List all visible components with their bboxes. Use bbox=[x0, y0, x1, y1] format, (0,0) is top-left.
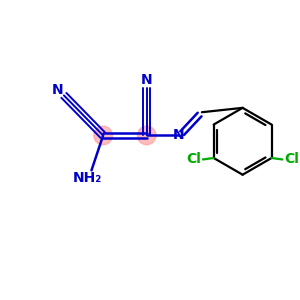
Text: Cl: Cl bbox=[284, 152, 299, 167]
Text: N: N bbox=[52, 83, 64, 97]
Text: N: N bbox=[141, 73, 152, 87]
Text: NH₂: NH₂ bbox=[73, 171, 102, 184]
Circle shape bbox=[137, 126, 156, 145]
Text: N: N bbox=[173, 128, 184, 142]
Circle shape bbox=[94, 126, 112, 145]
Text: Cl: Cl bbox=[186, 152, 201, 167]
